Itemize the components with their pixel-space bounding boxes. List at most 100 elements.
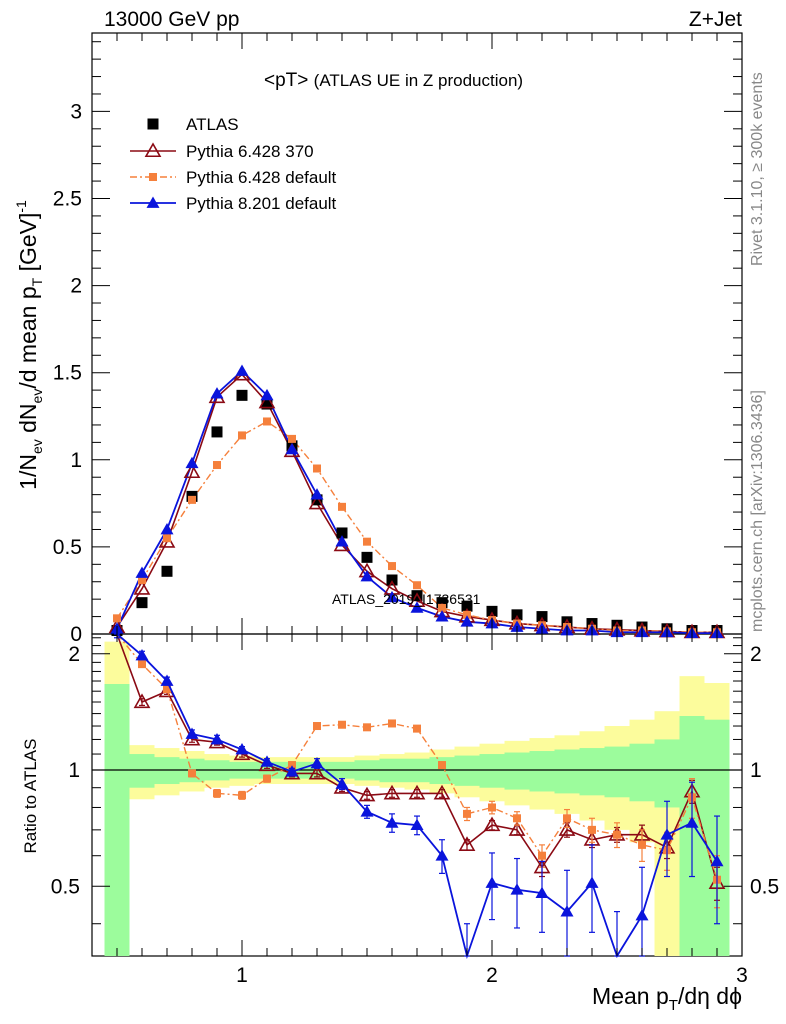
ratio-point-p8 [710, 854, 724, 867]
main-point-p6-default [138, 575, 146, 584]
ratio-point-p6-default [313, 722, 321, 731]
ratio-point-p8 [560, 905, 574, 917]
ratio-point-p6-default [513, 814, 521, 823]
legend-label-data: ATLAS [186, 115, 239, 134]
band-inner-bin [654, 739, 680, 808]
main-point-p6-default [363, 537, 371, 546]
ratio-point-p8 [635, 909, 649, 921]
main-point-data [536, 611, 548, 623]
main-point-p6-370 [183, 463, 201, 479]
ratio-point-p8 [485, 876, 499, 888]
main-point-p6-370 [133, 580, 151, 595]
ratio-point-p6-370 [383, 784, 401, 800]
main-point-data [411, 590, 423, 602]
main-point-p6-default [313, 464, 321, 473]
main-point-data [586, 618, 598, 630]
band-inner-bin [529, 751, 555, 792]
chart-title-main: <pT> [264, 70, 308, 91]
ratio-y-tick-label-left: 0.5 [51, 875, 80, 898]
main-point-p8 [235, 364, 249, 376]
main-point-p6-370 [258, 393, 276, 409]
main-point-p6-default [263, 417, 271, 426]
x-tick-label: 3 [736, 964, 748, 987]
ratio-point-p8 [410, 818, 424, 831]
legend-label-p8: Pythia 8.201 default [186, 194, 337, 213]
main-point-p6-default [463, 610, 471, 619]
main-point-data [161, 565, 173, 577]
y-tick-label: 1.5 [53, 362, 82, 385]
ratio-point-p6-default [588, 825, 596, 834]
main-point-data [236, 389, 248, 401]
y-tick-label: 2 [70, 275, 82, 298]
ratio-point-p6-default [213, 789, 221, 798]
ratio-point-p8 [135, 648, 149, 661]
main-point-data [561, 616, 573, 628]
ratio-point-p8 [510, 883, 524, 895]
main-point-p6-370 [308, 494, 326, 510]
ratio-point-p6-default [363, 723, 371, 732]
band-inner-bin [129, 754, 155, 788]
band-inner-bin [604, 746, 630, 798]
main-point-data [261, 398, 273, 410]
chart-title: <pT> (ATLAS UE in Z production) [264, 70, 523, 91]
x-axis-title: Mean pT/dη dϕ [592, 983, 742, 1014]
ratio-point-p8 [660, 828, 674, 840]
ratio-point-p6-default [263, 774, 271, 783]
main-point-p8 [185, 456, 199, 469]
ratio-point-p8 [260, 755, 274, 767]
ratio-point-p8 [235, 743, 249, 755]
band-inner-bin [454, 755, 480, 786]
main-point-data [211, 426, 223, 438]
legend-label-p6-default: Pythia 6.428 default [186, 168, 337, 187]
main-point-p8 [385, 590, 399, 603]
y-tick-label: 1 [70, 449, 82, 472]
legend-marker-p6-370 [144, 142, 162, 158]
ratio-point-p6-default [538, 851, 546, 860]
ratio-point-p8 [310, 756, 324, 769]
ratio-y-tick-label-right: 2 [750, 643, 762, 666]
main-point-p8 [460, 615, 474, 627]
legend-label-p6-370: Pythia 6.428 370 [186, 142, 314, 161]
x-tick-label: 1 [236, 964, 248, 987]
ratio-point-p6-default [338, 720, 346, 729]
main-point-p6-default [388, 562, 396, 571]
main-point-p8 [260, 388, 274, 401]
ratio-point-p6-default [388, 719, 396, 728]
legend-marker-data [147, 118, 159, 130]
x-tick-label: 2 [486, 964, 498, 987]
band-inner-bin [579, 748, 605, 796]
ratio-point-p6-default [238, 791, 246, 800]
main-point-p8 [210, 387, 224, 399]
y-axis-title-main: 1/Nev dNev/d mean pT [GeV]-1 [13, 200, 45, 490]
ratio-point-p6-default [488, 803, 496, 812]
ratio-y-tick-label-left: 2 [68, 643, 80, 666]
main-point-p6-default [438, 603, 446, 612]
ratio-point-p6-370 [133, 693, 151, 709]
main-point-data [611, 619, 623, 631]
watermark: ATLAS_2019_I1736531 [332, 591, 481, 607]
header-right: Z+Jet [689, 8, 742, 31]
ratio-point-p8 [385, 816, 399, 828]
ratio-y-tick-label-right: 0.5 [750, 875, 779, 898]
ratio-point-p6-370 [358, 786, 376, 802]
ratio-point-p6-default [138, 660, 146, 669]
ratio-point-p6-default [163, 685, 171, 694]
ratio-y-tick-label-left: 1 [68, 759, 80, 782]
legend-marker-p6-default [149, 173, 157, 181]
ratio-point-p6-default [413, 724, 421, 733]
ratio-point-p6-default [438, 761, 446, 770]
y-axis-title-ratio: Ratio to ATLAS [21, 739, 40, 854]
y-tick-label: 2.5 [53, 187, 82, 210]
band-inner-bin [629, 743, 655, 802]
ratio-point-p8 [435, 849, 449, 861]
band-inner-bin [104, 684, 130, 956]
ratio-point-p6-default [613, 830, 621, 839]
main-point-p8 [335, 535, 349, 547]
main-point-p6-default [113, 614, 121, 623]
header-left: 13000 GeV pp [104, 8, 239, 31]
main-point-data [511, 609, 523, 621]
ratio-point-p8 [160, 674, 174, 686]
legend: ATLAS Pythia 6.428 370 Pythia 6.428 defaul… [130, 115, 337, 213]
side-label-rivet: Rivet 3.1.10, ≥ 300k events [749, 72, 766, 266]
